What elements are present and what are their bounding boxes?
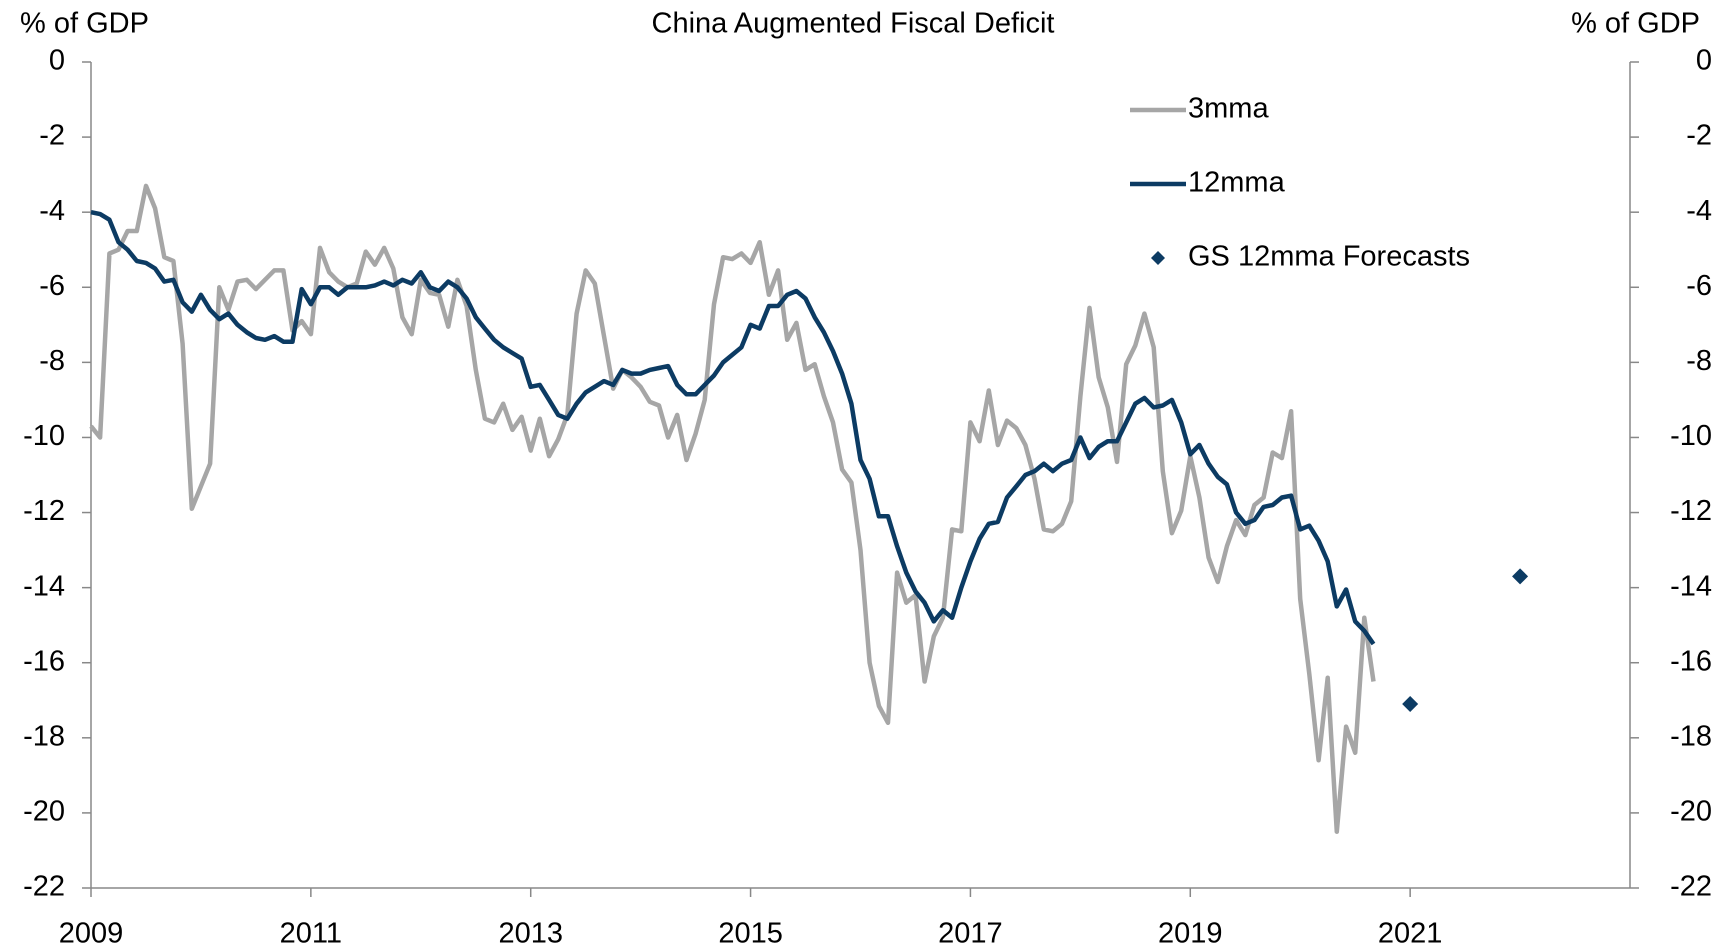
legend-label: GS 12mma Forecasts (1188, 241, 1470, 273)
y-tick-label: -20 (23, 796, 65, 828)
y2-tick-label: -20 (1670, 796, 1712, 828)
y2-tick-label: -4 (1686, 195, 1712, 227)
y2-tick-label: 0 (1696, 45, 1712, 77)
legend-swatch (1151, 251, 1165, 265)
y-tick-label: -14 (23, 570, 65, 602)
y-tick-label: -6 (39, 270, 65, 302)
y-tick-label: -22 (23, 871, 65, 903)
legend-label: 12mma (1188, 167, 1286, 199)
x-tick-label: 2011 (280, 918, 342, 950)
forecast-point (1512, 568, 1529, 585)
line-3mma (89, 183, 1376, 834)
y-tick-label: -2 (39, 120, 65, 152)
y2-tick-label: -10 (1670, 420, 1712, 452)
line-12mma (90, 209, 1376, 646)
y-tick-label: -10 (23, 420, 65, 452)
y2-tick-label: -2 (1686, 120, 1712, 152)
y2-tick-label: -18 (1670, 720, 1712, 752)
legend-label: 3mma (1188, 93, 1269, 125)
x-tick-label: 2021 (1378, 918, 1443, 950)
x-tick-label: 2013 (498, 918, 563, 950)
x-tick-label: 2009 (59, 918, 124, 950)
y2-tick-label: -12 (1670, 495, 1712, 527)
x-tick-label: 2019 (1158, 918, 1223, 950)
y2-tick-label: -14 (1670, 570, 1712, 602)
y2-axis-label: % of GDP (1571, 8, 1700, 40)
y-tick-label: -8 (39, 345, 65, 377)
y2-tick-label: -22 (1670, 871, 1712, 903)
x-tick-label: 2017 (938, 918, 1003, 950)
y-tick-label: 0 (49, 45, 65, 77)
y-tick-label: -18 (23, 720, 65, 752)
axes (90, 62, 1631, 889)
y-tick-label: -16 (23, 645, 65, 677)
chart-title: China Augmented Fiscal Deficit (652, 8, 1055, 40)
x-tick-label: 2015 (718, 918, 783, 950)
y2-tick-label: -16 (1670, 645, 1712, 677)
forecast-point (1402, 696, 1419, 713)
y-axis-label: % of GDP (20, 8, 149, 40)
y-tick-label: -12 (23, 495, 65, 527)
y2-tick-label: -6 (1686, 270, 1712, 302)
y2-tick-label: -8 (1686, 345, 1712, 377)
y-tick-label: -4 (39, 195, 65, 227)
